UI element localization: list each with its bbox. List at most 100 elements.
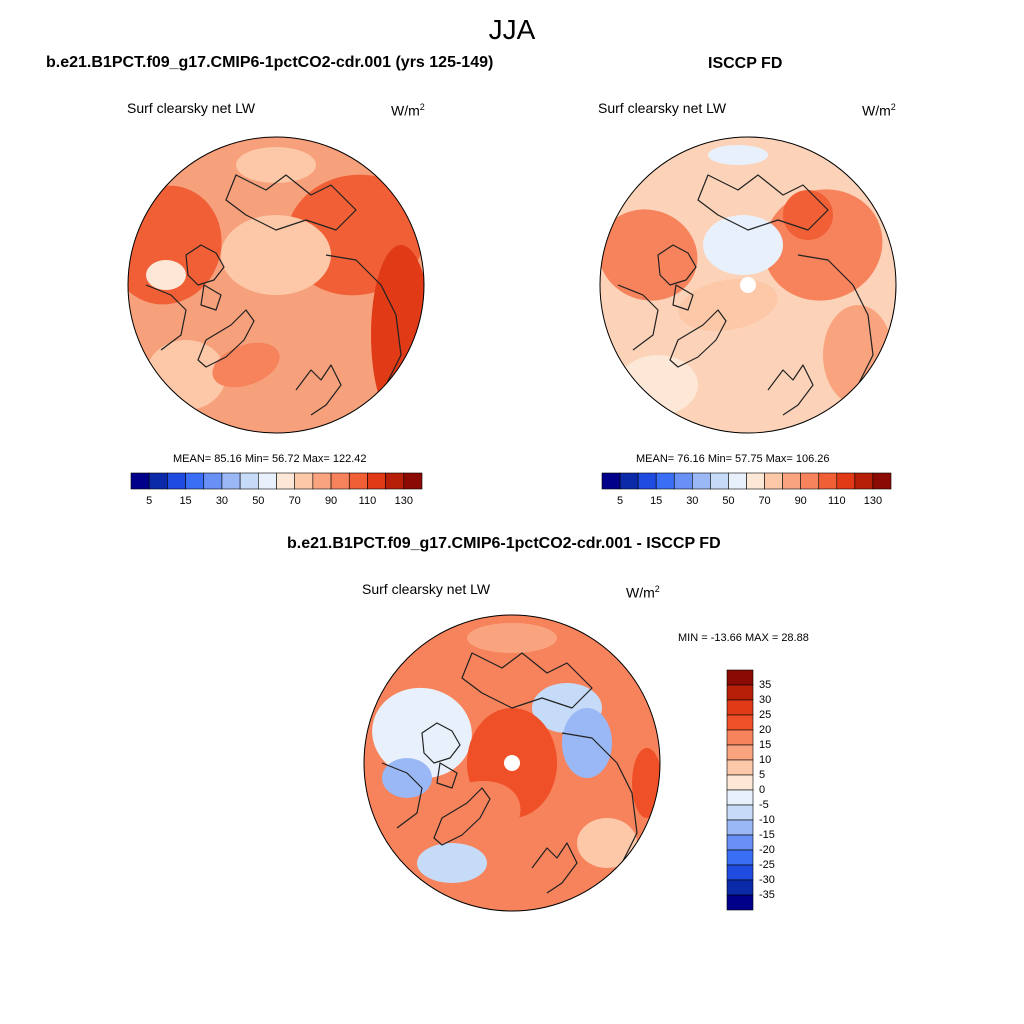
obs-colorbar-tick-label: 30 [686,495,699,507]
diff-colorbar-swatch [726,744,754,761]
obs-colorbar-swatch [655,472,675,490]
diff-field-patch [632,748,660,818]
obs-colorbar-tick-label: 15 [650,495,663,507]
obs-colorbar-swatch [872,472,892,490]
diff-coastline-north-america [381,762,423,829]
obs-polar-map [599,136,897,434]
model-colorbar-ticks: 5 15 30 50 70 90 110 130 [131,495,422,509]
obs-field-patch [618,355,698,415]
obs-field-patch [783,190,833,240]
model-colorbar-swatch [148,472,168,490]
model-colorbar-tick-label: 15 [179,495,192,507]
diff-coastline-scandinavia [531,842,578,894]
model-coastline-north-america [145,284,187,351]
model-colorbar-tick-label: 50 [252,495,265,507]
obs-colorbar-tick-label: 90 [794,495,807,507]
diff-colorbar-swatch [726,849,754,866]
diff-colorbar-swatch [726,729,754,746]
model-field-patch [371,245,424,425]
diff-colorbar-tick-label: -25 [759,859,775,871]
obs-colorbar-swatch [637,472,657,490]
diff-panel-units: W/m2 [626,584,660,601]
obs-colorbar [601,472,892,490]
model-colorbar-swatch [130,472,150,490]
obs-field-patch [708,145,768,165]
diff-colorbar [726,669,754,911]
diff-field-patch [467,623,557,653]
diff-field-patch [417,843,487,883]
diff-field-patch [423,780,521,856]
obs-coastline-north-america [617,284,659,351]
obs-panel-title: ISCCP FD [708,55,783,72]
diff-colorbar-tick-label: 5 [759,769,766,781]
diff-field [364,615,660,911]
obs-colorbar-swatch [818,472,838,490]
diff-colorbar-tick-label: 10 [759,754,772,766]
model-colorbar-tick-label: 70 [288,495,301,507]
diff-colorbar-swatch [726,774,754,791]
diff-colorbar-tick-label: -10 [759,814,775,826]
obs-coastline-archipelago [657,244,697,311]
obs-field-patch [678,278,778,332]
model-colorbar-swatch [167,472,186,490]
model-field-patch [236,147,316,183]
obs-colorbar-swatch [782,472,801,490]
obs-panel-subtitle: Surf clearsky net LW [598,100,727,116]
diff-coastline-north-pacific [461,652,593,709]
model-colorbar-swatch [403,472,423,490]
model-colorbar-swatch [276,472,295,490]
diff-field-patch [382,758,432,798]
diff-colorbar-swatch [726,684,754,701]
diff-colorbar-swatch [726,834,754,851]
diff-coastline-archipelago [421,722,461,789]
diff-colorbar-tick-label: -5 [759,799,769,811]
diff-colorbar-tick-label: 35 [759,679,772,691]
model-stats: MEAN= 85.16 Min= 56.72 Max= 122.42 [173,453,367,465]
diff-colorbar-tick-label: -15 [759,829,775,841]
obs-colorbar-swatch [710,472,729,490]
diff-colorbar-swatch [726,804,754,821]
model-coastline-scandinavia [295,364,342,416]
diff-colorbar-tick-label: 30 [759,694,772,706]
obs-field-patch [703,215,783,275]
obs-panel-units: W/m2 [862,102,896,119]
model-polar-map [127,136,425,434]
diff-colorbar-tick-label: -30 [759,874,775,886]
diff-panel-subtitle: Surf clearsky net LW [362,581,491,597]
model-colorbar-tick-label: 30 [215,495,229,507]
model-field-patch [221,215,331,295]
diff-coastline-siberia [561,732,638,864]
diff-field-patch [562,708,612,778]
model-colorbar-tick-label: 130 [394,495,413,507]
model-colorbar-tick-label: 5 [146,495,153,507]
model-coastline-siberia [325,254,402,386]
diff-coastline-greenland [433,787,491,846]
model-map-border [127,136,425,434]
obs-colorbar-ticks: 5 15 30 50 70 90 110 130 [602,495,891,509]
obs-colorbar-tick-label: 110 [828,495,846,507]
obs-colorbar-swatch [836,472,856,490]
diff-map-border [363,614,661,912]
diff-colorbar-swatch [726,789,754,806]
obs-colorbar-swatch [800,472,820,490]
diff-colorbar-swatch [726,699,754,716]
obs-colorbar-swatch [746,472,765,490]
model-colorbar [130,472,423,490]
obs-stats: MEAN= 76.16 Min= 57.75 Max= 106.26 [636,453,830,465]
obs-field-patch [600,209,698,301]
model-colorbar-tick-label: 110 [358,495,377,507]
obs-colorbar-tick-label: 130 [863,495,883,507]
model-coastline-north-pacific [225,174,357,231]
diff-panel-title: b.e21.B1PCT.f09_g17.CMIP6-1pctCO2-cdr.00… [287,535,721,552]
obs-colorbar-swatch [673,472,693,490]
obs-colorbar-tick-label: 50 [722,495,735,507]
obs-coastline-siberia [797,254,874,386]
diff-colorbar-ticks: 35 30 25 20 15 10 5 0 -5 -10 -15 -20 -25 -30 -35 [759,670,799,910]
model-colorbar-swatch [239,472,259,490]
diff-polar-hole [504,755,520,771]
obs-colorbar-swatch [619,472,639,490]
obs-coastline-scandinavia [767,364,814,416]
model-field [128,137,424,433]
diff-colorbar-swatch [726,669,754,686]
diff-colorbar-tick-label: 25 [759,709,772,721]
